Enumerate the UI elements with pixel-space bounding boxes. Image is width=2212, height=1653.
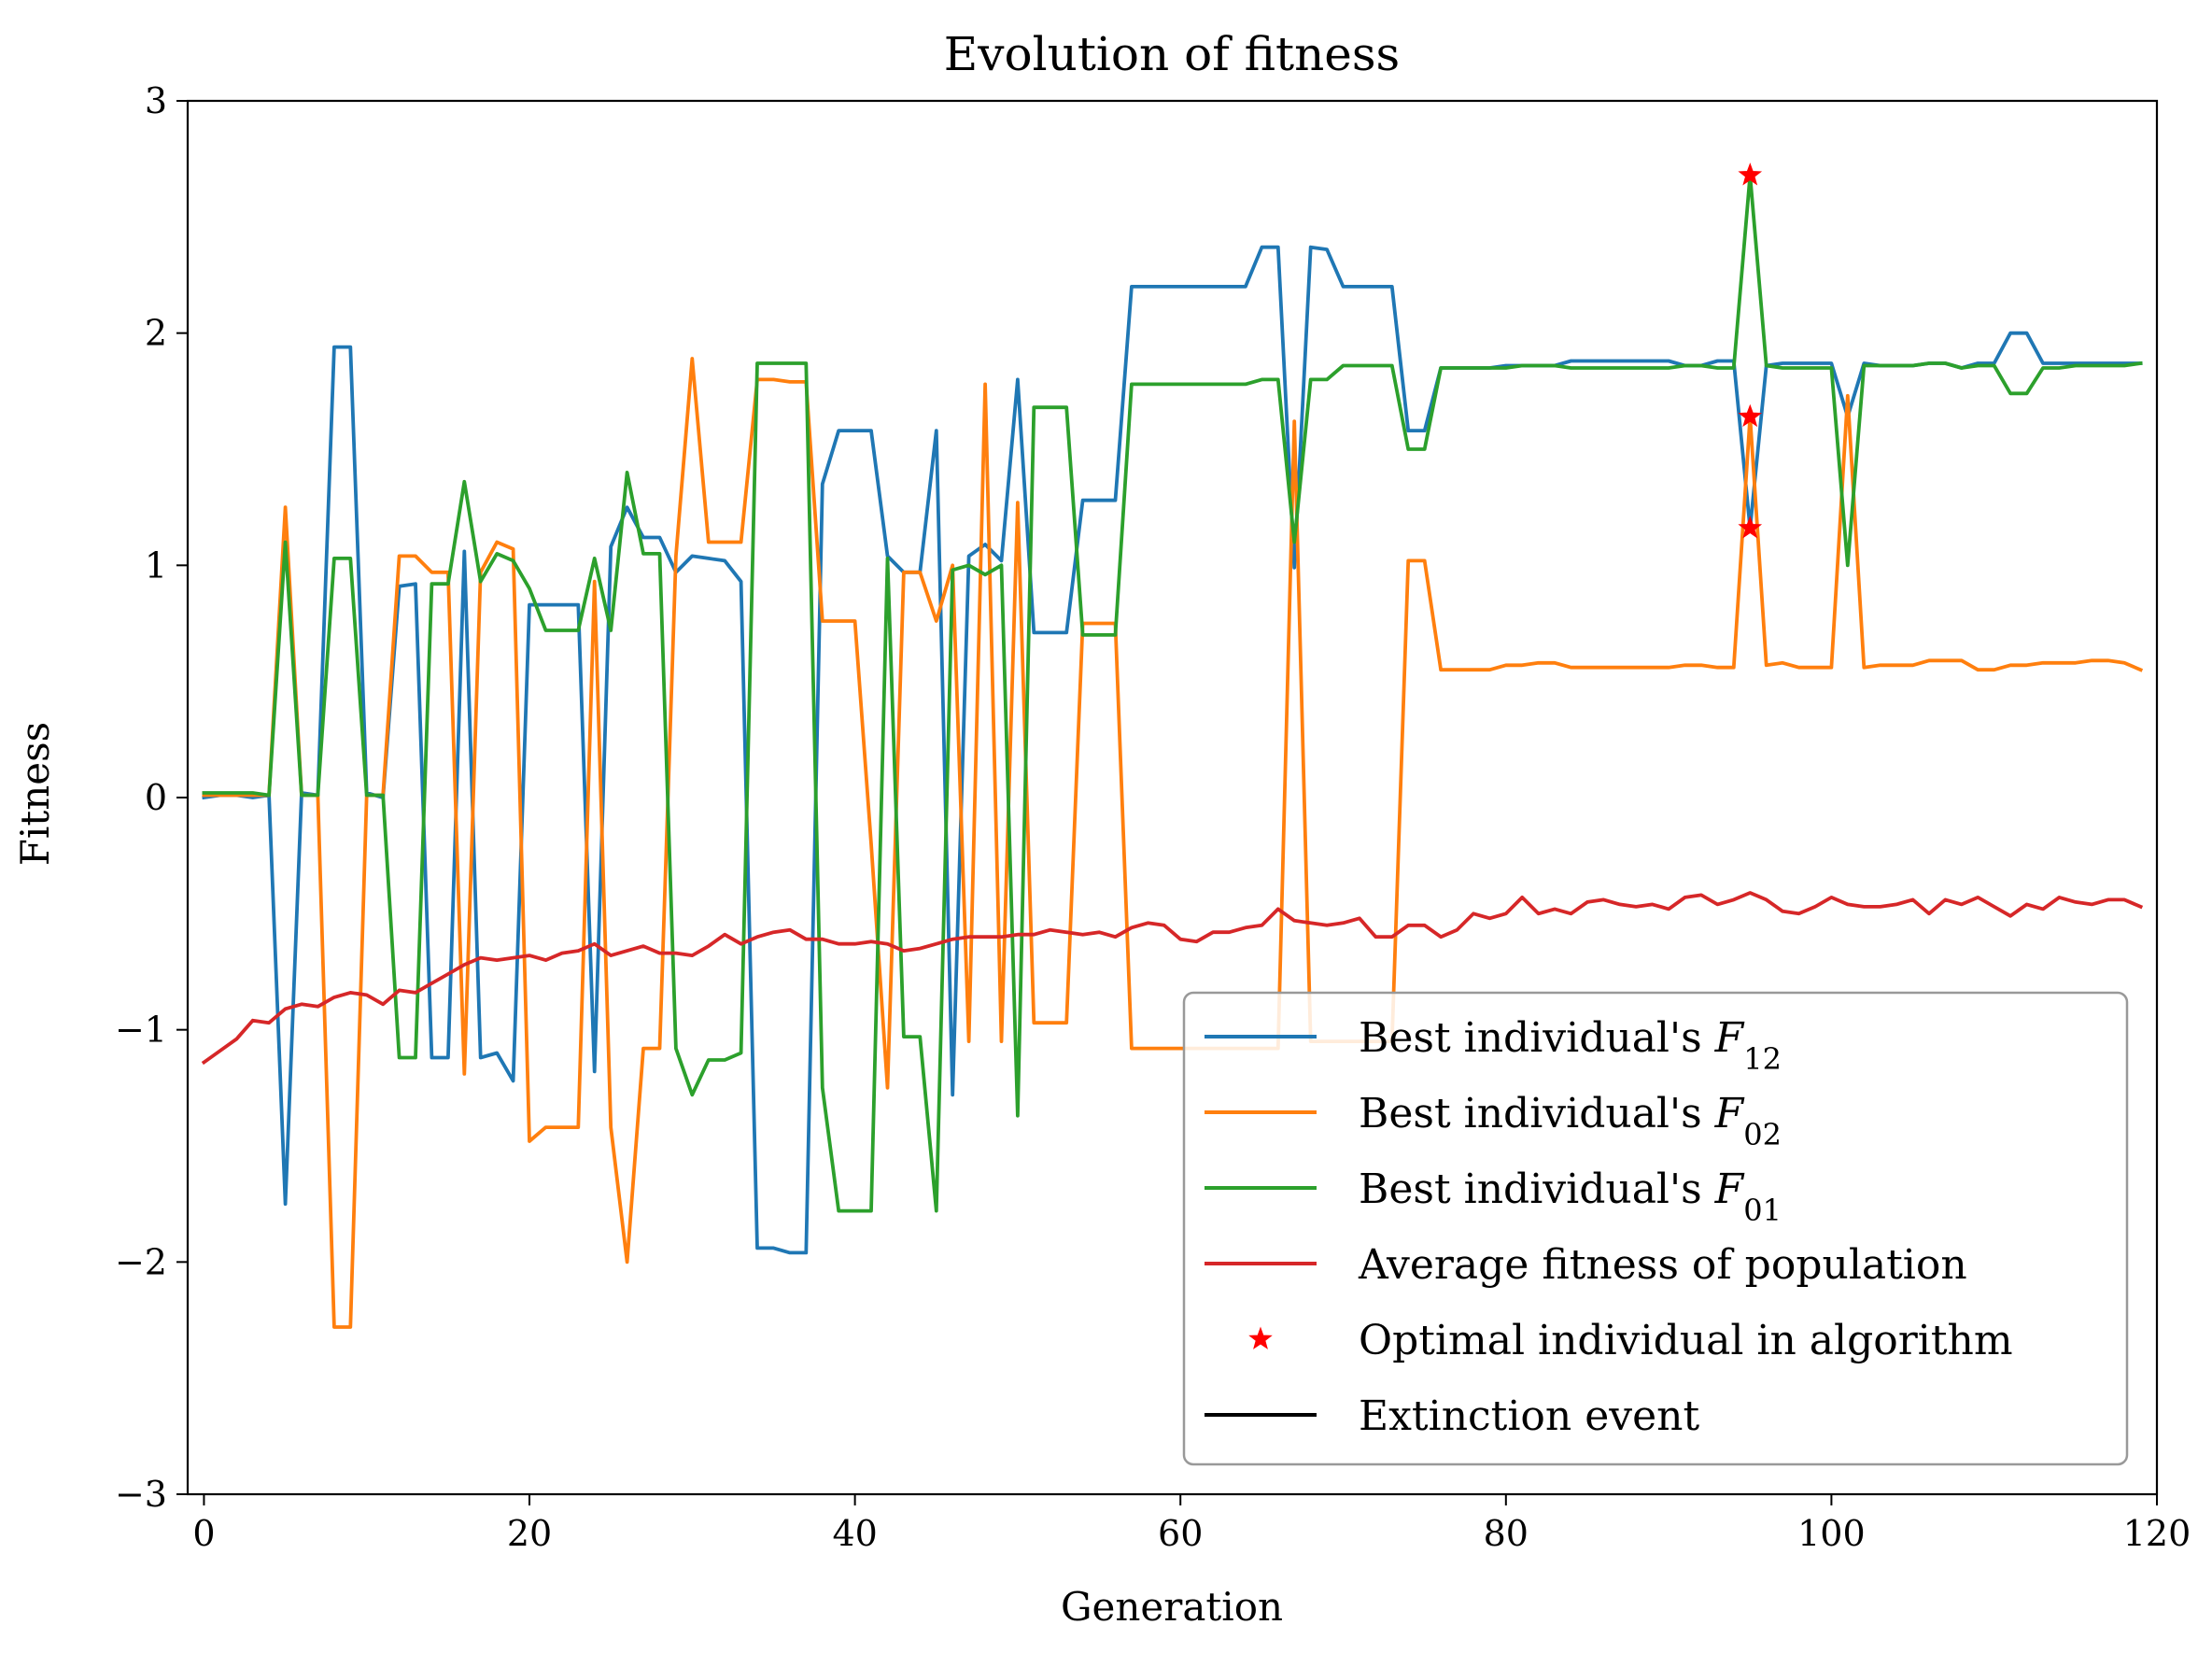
optimal-individual-marker bbox=[1738, 403, 1763, 428]
legend-label-f01-subscript: 01 bbox=[1743, 1193, 1782, 1228]
y-tick-label: 3 bbox=[145, 80, 167, 121]
chart-title: Evolution of fitness bbox=[944, 27, 1400, 81]
x-tick-label: 40 bbox=[832, 1513, 877, 1554]
legend-label-f12: Best individual's F12 bbox=[1359, 1014, 1782, 1077]
legend-label-f01: Best individual's F01 bbox=[1359, 1166, 1782, 1228]
y-tick-label: 2 bbox=[145, 313, 167, 354]
x-tick-label: 20 bbox=[507, 1513, 552, 1554]
series-line-f01 bbox=[202, 173, 2143, 1213]
legend-label-f01-text: Best individual's bbox=[1359, 1166, 1715, 1213]
x-axis-label: Generation bbox=[1061, 1584, 1283, 1630]
legend-swatch-optimal-star bbox=[1248, 1326, 1273, 1349]
legend-label-extinction: Extinction event bbox=[1359, 1392, 1700, 1440]
series-line-average bbox=[201, 891, 2144, 1066]
optimal-markers bbox=[1738, 162, 1763, 539]
y-tick-label: −1 bbox=[115, 1010, 167, 1051]
x-tick-label: 80 bbox=[1484, 1513, 1529, 1554]
x-tick-label: 120 bbox=[2123, 1513, 2191, 1554]
legend-label-f02-subscript: 02 bbox=[1743, 1117, 1782, 1152]
x-axis-ticks: 0 20 40 60 80 100 120 bbox=[192, 1494, 2191, 1554]
y-tick-label: 0 bbox=[145, 777, 167, 818]
series-line-f12 bbox=[202, 245, 2143, 1255]
legend-label-f02: Best individual's F02 bbox=[1359, 1090, 1782, 1152]
legend-label-f12-subscript: 12 bbox=[1743, 1041, 1782, 1077]
legend: Best individual's F12 Best individual's … bbox=[1182, 991, 2129, 1466]
legend-label-f02-text: Best individual's bbox=[1359, 1090, 1715, 1137]
y-axis-label: Fitness bbox=[12, 722, 58, 866]
legend-label-f02-symbol: F bbox=[1714, 1090, 1745, 1137]
plot-frame bbox=[186, 99, 2159, 1496]
x-tick-label: 0 bbox=[192, 1513, 215, 1554]
legend-label-optimal: Optimal individual in algorithm bbox=[1359, 1317, 2013, 1364]
legend-label-average: Average fitness of population bbox=[1358, 1241, 1967, 1289]
optimal-individual-marker bbox=[1738, 516, 1763, 539]
series-layer bbox=[201, 173, 2144, 1329]
x-tick-label: 100 bbox=[1797, 1513, 1866, 1554]
series-line-f02 bbox=[202, 357, 2144, 1329]
legend-label-f12-symbol: F bbox=[1714, 1014, 1745, 1062]
y-tick-label: −2 bbox=[115, 1241, 167, 1282]
y-axis-ticks: −3 −2 −1 0 1 2 3 bbox=[115, 80, 188, 1515]
legend-label-f12-text: Best individual's bbox=[1359, 1014, 1715, 1062]
y-tick-label: −3 bbox=[115, 1474, 167, 1515]
legend-box bbox=[1182, 991, 2129, 1466]
y-tick-label: 1 bbox=[145, 544, 167, 586]
legend-label-f01-symbol: F bbox=[1714, 1166, 1745, 1213]
optimal-individual-marker bbox=[1738, 162, 1763, 186]
x-tick-label: 60 bbox=[1158, 1513, 1203, 1554]
